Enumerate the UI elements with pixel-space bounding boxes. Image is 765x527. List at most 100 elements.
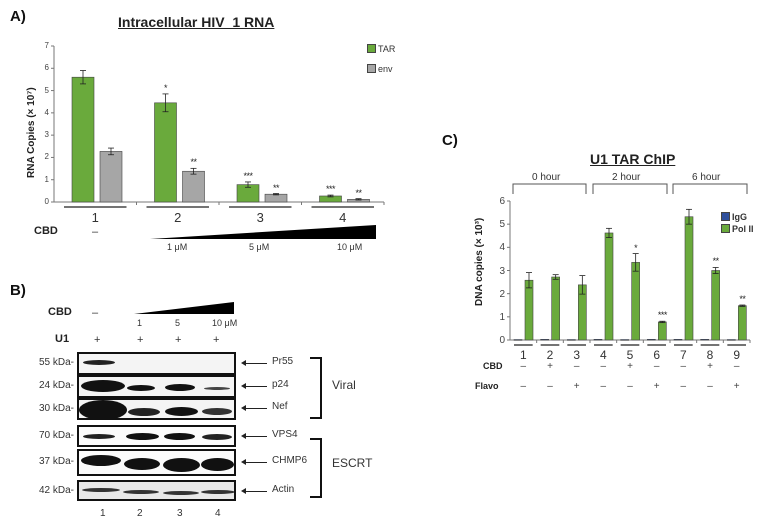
kda-label-chmp6: 37 kDa- — [38, 456, 74, 467]
kda-label-actin: 42 kDa- — [38, 485, 74, 496]
category-label: 1 — [91, 210, 99, 225]
bar-pol-ii — [684, 216, 694, 341]
western-dose-1: 1 — [137, 318, 143, 328]
treatment-cbd-value: + — [707, 361, 713, 372]
y-tick: 0 — [44, 197, 49, 206]
y-tick: 4 — [499, 242, 505, 254]
treatment-flavo-value: – — [520, 381, 527, 392]
bar-pol-ii — [524, 279, 534, 341]
y-tick: 3 — [499, 265, 505, 277]
western-u1-lane2: + — [137, 334, 144, 346]
y-tick: 4 — [44, 107, 49, 117]
treatment-flavo-value: – — [707, 381, 713, 392]
chip-group-0h: 0 hour — [532, 172, 561, 183]
category-label: 8 — [706, 348, 714, 362]
blot-actin — [77, 480, 236, 501]
chip-cbd-label: CBD — [483, 361, 503, 371]
polii-swatch-icon — [721, 224, 730, 233]
chart-a-dose-3: 10 μM — [337, 242, 363, 252]
tar-swatch-icon — [367, 44, 376, 53]
lane-2: 2 — [137, 508, 143, 519]
legend-igg: IgG — [721, 212, 747, 222]
significance-marker: * — [634, 242, 638, 253]
chip-group-brackets — [512, 183, 748, 194]
treatment-cbd-value: + — [547, 361, 553, 372]
y-tick: 1 — [44, 174, 49, 184]
arrow-chmp6-icon — [241, 459, 267, 465]
bar-igg — [647, 339, 656, 341]
treatment-flavo-value: + — [573, 381, 580, 392]
bar-pol-ii — [551, 276, 560, 341]
significance-marker: ** — [355, 187, 362, 198]
bar-igg — [540, 339, 549, 341]
bar-pol-ii — [604, 232, 614, 341]
category-label: 4 — [599, 348, 607, 362]
arrow-p24-icon — [241, 383, 267, 389]
significance-marker: ** — [272, 182, 280, 193]
bracket-escrt — [310, 438, 322, 498]
blot-vps4 — [77, 425, 236, 447]
y-tick: 6 — [44, 63, 49, 73]
igg-swatch-icon — [721, 212, 730, 221]
kda-label-pr55: 55 kDa- — [38, 357, 74, 368]
chart-a-dose-1: 1 μM — [167, 242, 188, 252]
panel-c-label: C) — [442, 132, 458, 149]
y-tick: 2 — [44, 152, 49, 162]
chip-group-6h: 6 hour — [692, 172, 721, 183]
category-label: 9 — [733, 348, 740, 362]
protein-chmp6: CHMP6 — [272, 455, 308, 466]
chart-a-dose-wedge-icon — [150, 225, 376, 239]
chart-a-plot — [51, 45, 385, 208]
group-viral-label: Viral — [332, 378, 356, 392]
bar-pol-ii — [658, 321, 667, 341]
bar-igg — [567, 339, 576, 341]
arrow-actin-icon — [241, 488, 267, 494]
kda-label-nef: 30 kDa- — [38, 403, 74, 414]
bar-igg — [727, 339, 736, 341]
y-tick: 3 — [44, 130, 49, 140]
lane-3: 3 — [177, 508, 183, 519]
legend-polii: Pol II — [721, 224, 754, 234]
treatment-flavo-value: – — [547, 381, 553, 392]
bar-pol-ii — [711, 270, 720, 341]
chip-group-2h: 2 hour — [612, 172, 641, 183]
y-tick: 7 — [44, 41, 49, 50]
chart-a-title: Intracellular HIV_1 RNA — [118, 14, 275, 30]
western-cbd-none: – — [92, 307, 99, 319]
treatment-cbd-value: – — [600, 361, 607, 372]
category-label: 2 — [546, 348, 554, 362]
blot-nef — [77, 398, 236, 420]
category-label: 1 — [519, 348, 527, 362]
chart-a-cbd-none: – — [92, 226, 99, 238]
western-u1-lane3: + — [175, 334, 182, 346]
treatment-flavo-value: + — [733, 381, 740, 392]
significance-marker: *** — [657, 310, 668, 321]
chart-a-cbd-label: CBD — [34, 225, 58, 237]
bar-igg — [513, 339, 523, 341]
treatment-cbd-value: – — [573, 361, 580, 372]
kda-label-p24: 24 kDa- — [38, 380, 74, 391]
significance-marker: * — [163, 82, 168, 93]
y-tick: 6 — [499, 196, 505, 207]
category-label: 3 — [573, 348, 580, 362]
western-cbd-label: CBD — [48, 306, 72, 318]
bar-igg — [593, 339, 603, 341]
bar-igg — [620, 339, 629, 341]
blot-chmp6 — [77, 449, 236, 476]
category-label: 2 — [174, 210, 182, 225]
bracket-viral — [310, 357, 322, 419]
legend-tar: TAR — [367, 44, 395, 54]
bar-pol-ii — [738, 305, 747, 341]
western-u1-lane4: + — [213, 334, 220, 346]
category-label: 3 — [256, 210, 264, 225]
blot-p24 — [77, 375, 236, 398]
lane-1: 1 — [100, 508, 106, 519]
env-swatch-icon — [367, 64, 376, 73]
western-dose-wedge-icon — [134, 302, 234, 314]
y-tick: 0 — [499, 335, 505, 346]
kda-label-vps4: 70 kDa- — [38, 430, 74, 441]
bar-pol-ii — [631, 262, 640, 341]
y-tick: 1 — [499, 311, 505, 323]
category-label: 4 — [339, 210, 347, 225]
